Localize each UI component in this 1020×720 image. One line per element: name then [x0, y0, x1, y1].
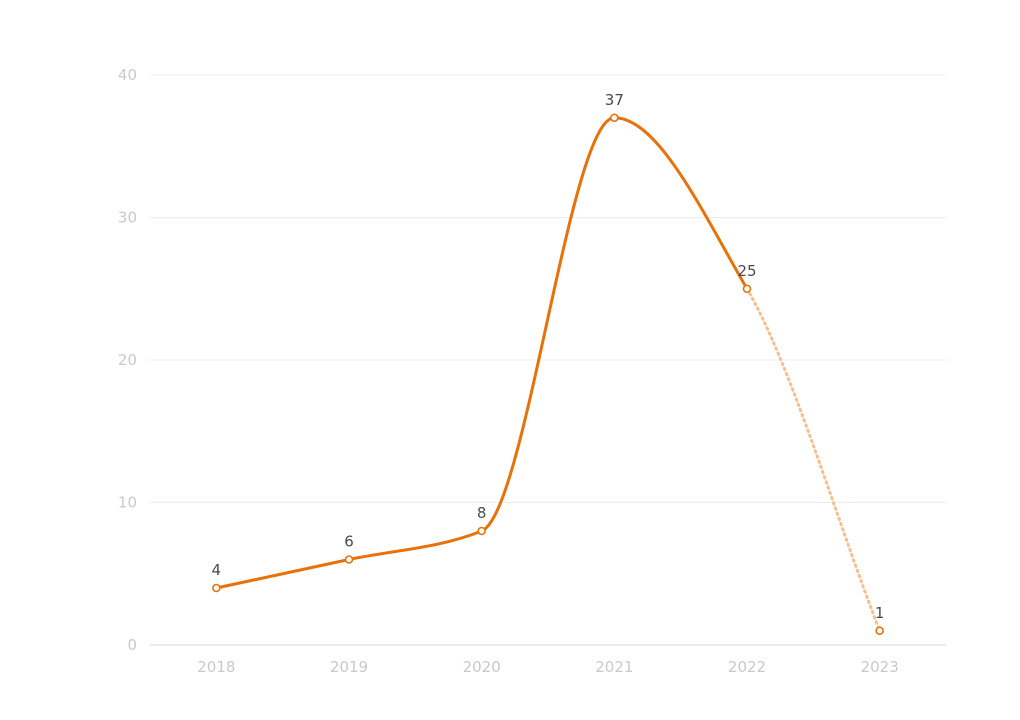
data-label-2018: 4 — [212, 561, 222, 579]
grid-layer — [150, 74, 946, 503]
x-tick-label-2022: 2022 — [728, 658, 766, 676]
axis-layer: 0 10 20 30 40 2018 2019 2020 2021 2022 2023 — [118, 66, 946, 676]
x-tick-label-2021: 2021 — [595, 658, 633, 676]
y-tick-label-0: 0 — [127, 636, 137, 654]
data-point-2018 — [212, 583, 221, 593]
data-point-2021 — [610, 113, 619, 123]
y-tick-label-20: 20 — [118, 351, 137, 369]
y-tick-label-40: 40 — [118, 66, 137, 84]
data-label-2023: 1 — [875, 604, 885, 622]
data-point-2019 — [344, 555, 354, 564]
points-layer — [212, 113, 884, 636]
data-label-2020: 8 — [477, 504, 487, 522]
x-tick-label-2018: 2018 — [197, 658, 235, 676]
data-label-2022: 25 — [737, 262, 756, 280]
data-point-2022 — [742, 284, 752, 294]
x-tick-label-2020: 2020 — [463, 658, 501, 676]
data-point-2020 — [477, 526, 486, 536]
x-tick-label-2019: 2019 — [330, 658, 368, 676]
data-point-2023 — [875, 626, 884, 636]
series-layer — [214, 116, 882, 633]
labels-layer: 4 6 8 37 25 1 — [212, 91, 885, 622]
y-tick-label-30: 30 — [118, 209, 137, 227]
x-tick-label-2023: 2023 — [861, 658, 899, 676]
data-label-2021: 37 — [605, 91, 624, 109]
data-label-2019: 6 — [344, 533, 354, 551]
y-tick-label-10: 10 — [118, 494, 137, 512]
series-line-projected — [745, 287, 882, 633]
series-line-actual — [214, 116, 749, 590]
